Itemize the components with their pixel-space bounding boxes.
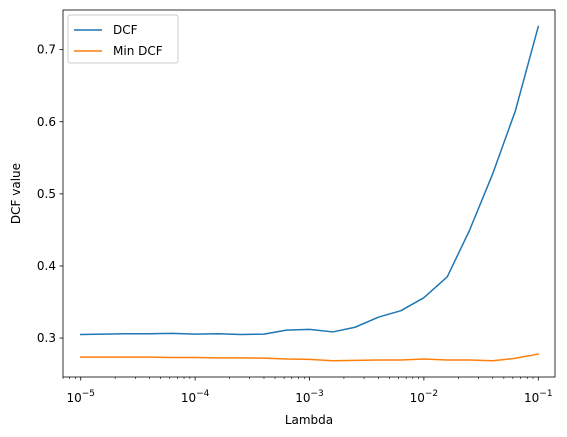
x-tick-label-exponent: −3: [311, 389, 324, 399]
plot-frame: [62, 9, 556, 378]
series-layer: [79, 25, 540, 362]
x-axis-label: Lambda: [285, 413, 333, 427]
x-tick-label: 10−5: [66, 389, 95, 405]
x-tick-label-base: 10: [181, 391, 196, 405]
x-tick-label-exponent: −2: [425, 389, 438, 399]
x-tick-label-exponent: −1: [539, 389, 552, 399]
x-tick-label: 10−3: [295, 389, 324, 405]
legend-label-min-dcf: Min DCF: [113, 44, 163, 58]
series-line-min-dcf: [79, 353, 540, 362]
x-tick-label-exponent: −5: [82, 389, 95, 399]
x-axis-ticks: 10−5 10−4 10−3 10−2 10−1: [62, 377, 553, 405]
x-tick-label-base: 10: [524, 391, 539, 405]
legend-label-dcf: DCF: [113, 23, 138, 37]
y-tick-label: 0.5: [37, 187, 56, 201]
y-tick-label: 0.6: [37, 115, 56, 129]
y-tick-label: 0.3: [37, 331, 56, 345]
x-tick-label-base: 10: [295, 391, 310, 405]
series-line-dcf: [79, 25, 540, 336]
plot-area: [63, 10, 555, 377]
x-tick-label-base: 10: [66, 391, 81, 405]
y-axis-label: DCF value: [9, 163, 23, 224]
x-tick-label-base: 10: [410, 391, 425, 405]
x-tick-label: 10−4: [181, 389, 210, 405]
y-tick-label: 0.7: [37, 43, 56, 57]
x-tick-label: 10−2: [410, 389, 439, 405]
y-axis-ticks: 0.3 0.4 0.5 0.6 0.7: [37, 43, 63, 345]
x-tick-label-exponent: −4: [196, 389, 210, 399]
y-tick-label: 0.4: [37, 259, 56, 273]
x-tick-label: 10−1: [524, 389, 553, 405]
legend: DCF Min DCF: [67, 14, 179, 64]
